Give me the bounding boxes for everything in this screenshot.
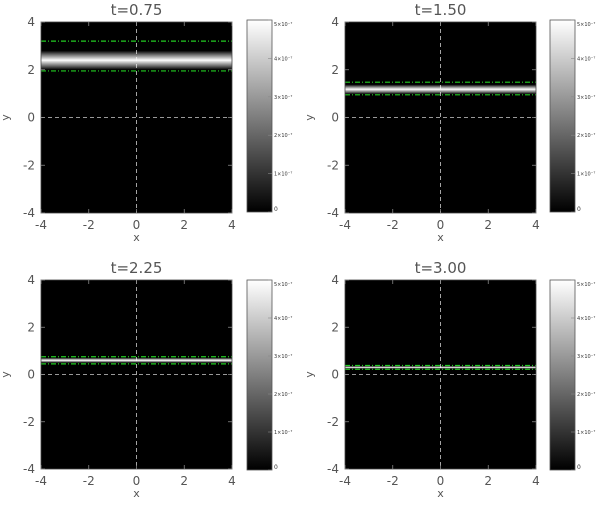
x-tick-label: -4 xyxy=(339,474,351,488)
colorbar-tick-label: 4×10⁻⁷ xyxy=(577,316,595,322)
x-axis-label: x xyxy=(133,231,140,244)
y-tick-label: 0 xyxy=(27,111,35,125)
plot-content xyxy=(345,280,536,469)
colorbar-scale xyxy=(246,19,273,213)
colorbar-tick-label: 0 xyxy=(274,464,278,471)
colorbar-tick-label: 3×10⁻⁷ xyxy=(577,354,595,360)
colorbar-scale xyxy=(246,279,273,471)
colorbar-scale xyxy=(549,19,576,213)
panel-title: t=1.50 xyxy=(415,1,467,19)
panel-3: -4 -2 0 2 4 -4 -2 0 2 4 x y t=2.25 0 1×10⁻⁷ 2×10⁻⁷ 3×10⁻… xyxy=(0,259,292,500)
colorbar-tick-label: 5×10⁻⁷ xyxy=(274,282,292,288)
colorbar-tick-label: 1×10⁻⁷ xyxy=(274,430,292,436)
y-tick-label: 4 xyxy=(331,15,339,29)
colorbar-tick-label: 2×10⁻⁷ xyxy=(577,392,595,398)
intensity-band xyxy=(345,84,536,95)
colorbar-tick-label: 3×10⁻⁷ xyxy=(274,95,292,101)
y-axis-label: y xyxy=(0,371,12,378)
x-tick-label: 4 xyxy=(228,218,236,232)
x-axis-label: x xyxy=(437,487,444,500)
colorbar-tick-label: 5×10⁻⁷ xyxy=(577,282,595,288)
x-tick-label: 2 xyxy=(484,474,492,488)
colorbar-tick-label: 1×10⁻⁷ xyxy=(577,430,595,436)
colorbar: 0 1×10⁻⁷ 2×10⁻⁷ 3×10⁻⁷ 4×10⁻⁷ 5×10⁻⁷ xyxy=(246,279,292,471)
colorbar-tick-label: 2×10⁻⁷ xyxy=(274,392,292,398)
x-tick-label: -2 xyxy=(387,474,399,488)
y-tick-label: 2 xyxy=(27,63,35,77)
panel-title: t=2.25 xyxy=(111,259,163,277)
colorbar-tick-label: 0 xyxy=(577,206,581,213)
plot-content xyxy=(345,22,536,213)
panel-1: -4 -2 0 2 4 -4 -2 0 2 4 x y t=0.75 0 1×10⁻⁷ 2×10⁻⁷ 3×10⁻… xyxy=(0,1,292,244)
colorbar-tick-label: 4×10⁻⁷ xyxy=(577,56,595,62)
colorbar-tick-label: 0 xyxy=(274,206,278,213)
x-tick-label: -4 xyxy=(339,218,351,232)
y-tick-label: 4 xyxy=(331,273,339,287)
y-tick-label: -4 xyxy=(327,462,339,476)
x-tick-label: 2 xyxy=(484,218,492,232)
x-tick-label: 0 xyxy=(437,218,445,232)
y-tick-label: 0 xyxy=(331,111,339,125)
y-tick-label: 2 xyxy=(331,63,339,77)
colorbar-tick-label: 3×10⁻⁷ xyxy=(577,95,595,101)
panel-title: t=0.75 xyxy=(111,1,163,19)
x-tick-label: -2 xyxy=(83,218,95,232)
plot-content xyxy=(41,280,232,469)
y-axis-label: y xyxy=(303,114,316,121)
y-tick-label: -2 xyxy=(327,415,339,429)
x-tick-label: 2 xyxy=(180,218,188,232)
plot-content xyxy=(41,22,232,213)
colorbar-tick-label: 5×10⁻⁷ xyxy=(274,22,292,28)
colorbar: 0 1×10⁻⁷ 2×10⁻⁷ 3×10⁻⁷ 4×10⁻⁷ 5×10⁻⁷ xyxy=(549,279,595,471)
y-tick-label: -4 xyxy=(23,206,35,220)
colorbar-tick-label: 1×10⁻⁷ xyxy=(274,172,292,178)
x-tick-label: 4 xyxy=(532,474,540,488)
y-tick-label: 0 xyxy=(27,368,35,382)
y-tick-label: 2 xyxy=(27,320,35,334)
panel-title: t=3.00 xyxy=(415,259,467,277)
colorbar-scale xyxy=(549,279,576,471)
x-tick-label: -4 xyxy=(35,218,47,232)
y-tick-label: -2 xyxy=(327,158,339,172)
y-axis-label: y xyxy=(0,114,12,121)
y-tick-label: -2 xyxy=(23,158,35,172)
x-tick-label: -4 xyxy=(35,474,47,488)
colorbar-tick-label: 0 xyxy=(577,464,581,471)
y-tick-label: 2 xyxy=(331,320,339,334)
colorbar: 0 1×10⁻⁷ 2×10⁻⁷ 3×10⁻⁷ 4×10⁻⁷ 5×10⁻⁷ xyxy=(246,19,292,213)
panel-2: -4 -2 0 2 4 -4 -2 0 2 4 x y t=1.50 0 1×10⁻⁷ 2×10⁻⁷ 3×10⁻… xyxy=(303,1,595,244)
colorbar-tick-label: 1×10⁻⁷ xyxy=(577,172,595,178)
colorbar-tick-label: 4×10⁻⁷ xyxy=(274,56,292,62)
x-tick-label: -2 xyxy=(83,474,95,488)
x-tick-label: 0 xyxy=(437,474,445,488)
colorbar-tick-label: 5×10⁻⁷ xyxy=(577,22,595,28)
y-tick-label: -4 xyxy=(327,206,339,220)
x-tick-label: 0 xyxy=(133,474,141,488)
x-tick-label: 4 xyxy=(228,474,236,488)
y-axis-label: y xyxy=(303,371,316,378)
colorbar-tick-label: 3×10⁻⁷ xyxy=(274,354,292,360)
y-tick-label: -2 xyxy=(23,415,35,429)
x-axis-label: x xyxy=(437,231,444,244)
colorbar: 0 1×10⁻⁷ 2×10⁻⁷ 3×10⁻⁷ 4×10⁻⁷ 5×10⁻⁷ xyxy=(549,19,595,213)
y-tick-label: 4 xyxy=(27,273,35,287)
panel-4: -4 -2 0 2 4 -4 -2 0 2 4 x y t=3.00 0 1×10⁻⁷ 2×10⁻⁷ 3×10⁻… xyxy=(303,259,595,500)
colorbar-tick-label: 4×10⁻⁷ xyxy=(274,316,292,322)
y-tick-label: -4 xyxy=(23,462,35,476)
colorbar-tick-label: 2×10⁻⁷ xyxy=(577,133,595,139)
x-tick-label: 0 xyxy=(133,218,141,232)
x-axis-label: x xyxy=(133,487,140,500)
x-tick-label: 4 xyxy=(532,218,540,232)
x-tick-label: 2 xyxy=(180,474,188,488)
y-tick-label: 0 xyxy=(331,368,339,382)
colorbar-tick-label: 2×10⁻⁷ xyxy=(274,133,292,139)
y-tick-label: 4 xyxy=(27,15,35,29)
x-tick-label: -2 xyxy=(387,218,399,232)
